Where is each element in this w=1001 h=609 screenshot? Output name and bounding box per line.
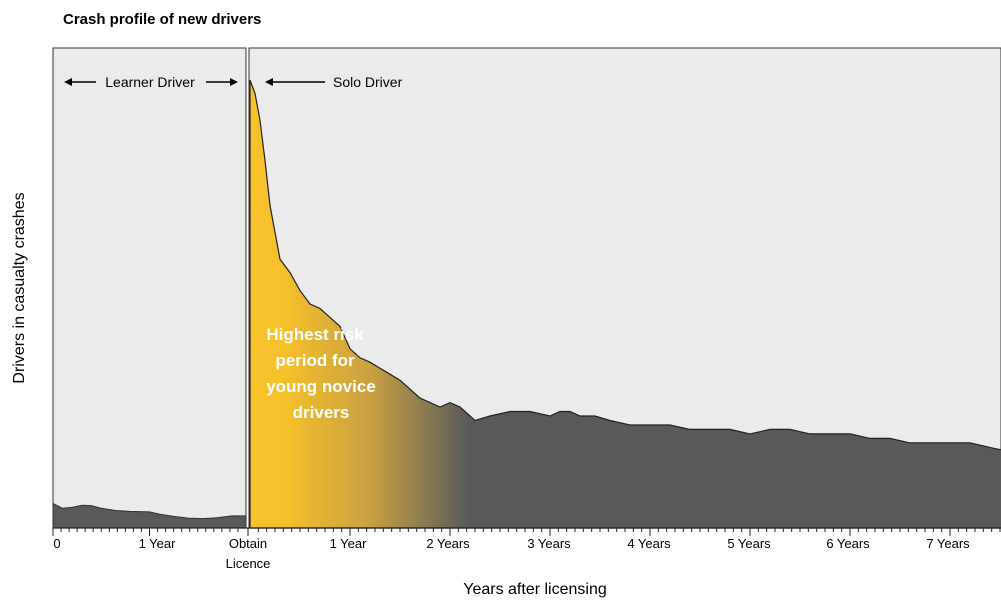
- risk-annotation: Highest risk period for young novice dri…: [266, 325, 376, 422]
- annotation-line-3: young novice: [266, 377, 376, 396]
- tick-label-licence: Licence: [226, 556, 271, 571]
- annotation-line-1: Highest risk: [266, 325, 364, 344]
- tick-label-solo-3-years: 3 Years: [527, 536, 571, 551]
- chart-title: Crash profile of new drivers: [63, 11, 261, 28]
- x-axis-minor-ticks: [60, 528, 1001, 532]
- solo-arrow-head: [265, 78, 273, 86]
- x-axis-title: Years after licensing: [463, 581, 607, 598]
- learner-arrow-left-head: [64, 78, 72, 86]
- tick-label-solo-7-years: 7 Years: [926, 536, 970, 551]
- y-axis-title: Drivers in casualty crashes: [11, 192, 28, 383]
- solo-panel: Solo Driver: [248, 47, 1001, 529]
- learner-panel: Learner Driver: [52, 47, 247, 529]
- tick-label-solo-6-years: 6 Years: [826, 536, 870, 551]
- tick-label-solo-2-years: 2 Years: [426, 536, 470, 551]
- learner-panel-background: [52, 47, 247, 529]
- tick-label-solo-1-year: 1 Year: [330, 536, 368, 551]
- solo-driver-label: Solo Driver: [333, 74, 403, 90]
- tick-label-obtain: Obtain: [229, 536, 267, 551]
- learner-driver-label: Learner Driver: [105, 74, 195, 90]
- tick-label-learner-1-year: 1 Year: [139, 536, 177, 551]
- learner-area-series: [52, 502, 247, 529]
- annotation-line-2: period for: [275, 351, 355, 370]
- solo-area-series: [249, 79, 1001, 529]
- tick-label-solo-4-years: 4 Years: [627, 536, 671, 551]
- tick-label-solo-5-years: 5 Years: [727, 536, 771, 551]
- annotation-line-4: drivers: [293, 403, 350, 422]
- x-axis-major-ticks: [52, 528, 951, 536]
- tick-label-zero: 0: [53, 536, 60, 551]
- learner-arrow-right-head: [230, 78, 238, 86]
